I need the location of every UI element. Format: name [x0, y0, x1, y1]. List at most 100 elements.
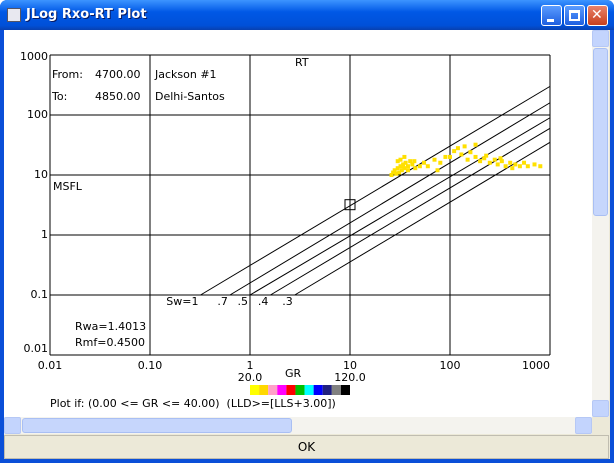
data-point — [495, 162, 500, 167]
data-point — [395, 159, 400, 164]
color-tick-label: 120.0 — [334, 371, 366, 384]
data-point — [435, 168, 440, 173]
data-point — [465, 157, 470, 162]
data-point — [389, 173, 394, 177]
data-point — [438, 160, 443, 165]
sw-label: .5 — [238, 295, 249, 308]
marker-box — [344, 199, 356, 211]
window-title: JLog Rxo-RT Plot — [26, 7, 147, 22]
data-point — [405, 164, 410, 169]
y-tick-label: 10 — [34, 168, 48, 181]
sw-label: .3 — [282, 295, 293, 308]
data-point — [478, 159, 483, 164]
data-point — [402, 154, 407, 159]
data-point — [402, 166, 407, 171]
data-point — [398, 164, 403, 169]
color-scale-label: GR — [285, 367, 302, 380]
close-button[interactable]: ✕ — [587, 5, 608, 26]
color-tick-label: 20.0 — [238, 371, 263, 384]
horizontal-scrollbar[interactable] — [4, 417, 592, 434]
x-tick-label: 0.01 — [38, 359, 63, 372]
sw-label: Sw=1 — [166, 295, 198, 308]
maximize-button[interactable] — [564, 5, 585, 26]
sw-label: .7 — [217, 295, 228, 308]
sw-label: .4 — [258, 295, 269, 308]
color-swatch — [259, 385, 269, 395]
color-swatch — [250, 385, 260, 395]
data-point — [513, 162, 518, 167]
data-point — [473, 142, 478, 147]
scroll-thumb[interactable] — [22, 418, 292, 433]
data-point — [410, 162, 415, 167]
data-point — [417, 164, 422, 169]
chart: RT MSFL From: 4700.00 Jackson #1 To: 485… — [20, 50, 551, 410]
data-point — [538, 164, 543, 169]
data-point — [492, 157, 497, 162]
data-point — [413, 166, 418, 171]
scroll-up[interactable] — [592, 30, 609, 47]
data-point — [473, 154, 478, 159]
scroll-thumb[interactable] — [593, 48, 608, 216]
data-point — [432, 157, 437, 162]
data-point — [487, 160, 492, 165]
data-point — [503, 164, 508, 169]
data-point — [425, 164, 430, 169]
color-swatch — [313, 385, 323, 395]
data-point — [532, 162, 537, 167]
color-swatch — [277, 385, 287, 395]
data-point — [455, 146, 460, 151]
data-point — [391, 170, 396, 175]
data-point — [499, 159, 504, 164]
data-point — [394, 171, 399, 176]
minimize-button[interactable] — [541, 5, 562, 26]
data-point — [484, 153, 489, 158]
color-swatch — [295, 385, 305, 395]
data-point — [508, 160, 513, 165]
x-axis-label: RT — [295, 56, 309, 69]
scroll-left[interactable] — [4, 417, 21, 434]
data-point — [403, 160, 408, 165]
y-tick-label: 1000 — [20, 50, 48, 63]
y-tick-label: 1 — [41, 228, 48, 241]
x-tick-label: 100 — [440, 359, 461, 372]
plot-panel — [4, 30, 592, 417]
data-point — [522, 160, 527, 165]
from-label: From: — [52, 68, 83, 81]
sw-line — [270, 127, 551, 296]
filter-text: Plot if: (0.00 <= GR <= 40.00) (LLD>=[LL… — [50, 397, 336, 410]
vertical-scrollbar[interactable] — [592, 30, 609, 417]
data-point — [510, 166, 515, 171]
y-axis-label: MSFL — [53, 180, 83, 193]
sw-line — [294, 141, 551, 296]
sw-line — [200, 85, 551, 296]
x-tick-label: 1000 — [522, 359, 550, 372]
sw-line — [229, 102, 551, 296]
y-tick-label: 0.1 — [31, 288, 49, 301]
color-swatch — [340, 385, 350, 395]
data-point — [395, 166, 400, 171]
data-point — [448, 154, 452, 159]
data-point — [405, 168, 410, 173]
data-point — [399, 168, 404, 173]
color-swatch — [304, 385, 314, 395]
data-point — [408, 159, 413, 164]
color-swatch — [331, 385, 341, 395]
data-point — [525, 164, 530, 169]
rwa-label: Rwa=1.4013 — [75, 320, 146, 333]
from-depth: 4700.00 — [95, 68, 141, 81]
ok-button[interactable]: OK — [4, 435, 609, 459]
scroll-down[interactable] — [592, 400, 609, 417]
x-tick-label: 1 — [247, 359, 254, 372]
data-point — [401, 162, 406, 167]
to-well: Delhi-Santos — [155, 90, 225, 103]
x-tick-label: 10 — [343, 359, 357, 372]
sw-line — [249, 117, 551, 296]
data-point — [462, 144, 467, 149]
scroll-right[interactable] — [575, 417, 592, 434]
y-tick-label: 100 — [27, 108, 48, 121]
data-point — [443, 154, 448, 159]
window-icon — [7, 8, 21, 22]
to-label: To: — [51, 90, 67, 103]
